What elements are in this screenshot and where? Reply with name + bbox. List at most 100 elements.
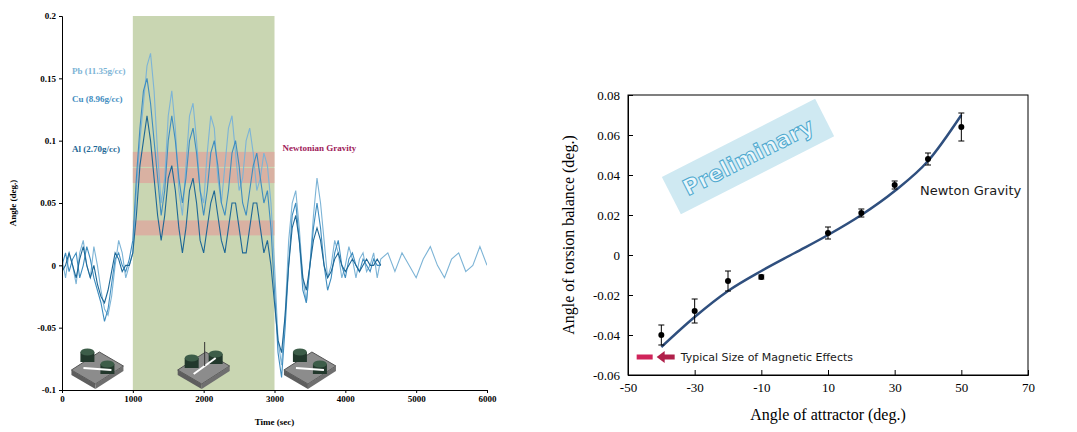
y-axis-title: Angle of torsion balance (deg.) — [560, 135, 578, 334]
icon-side — [284, 370, 308, 389]
x-axis: -50-30-1010305070 — [620, 370, 1035, 395]
error-bar-cap — [892, 189, 898, 190]
tick-label: -30 — [686, 380, 703, 395]
tick-label: -10 — [753, 380, 770, 395]
error-bar — [925, 153, 931, 165]
error-bar-cap — [858, 217, 864, 218]
error-bar-cap — [925, 153, 931, 154]
error-bar — [825, 227, 831, 239]
annotation: Typical Size of Magnetic Effects — [680, 351, 854, 364]
tick-mark — [275, 390, 276, 393]
tick: -0.04 — [593, 328, 633, 343]
tick-mark — [204, 390, 205, 393]
magnetic-marker — [637, 355, 653, 360]
tick-label: 0 — [60, 394, 65, 404]
tick-mark — [59, 328, 62, 329]
error-bar — [658, 325, 664, 345]
icon-cylinder-top — [313, 361, 327, 368]
error-bar — [892, 181, 898, 189]
tick: 3000 — [266, 390, 285, 404]
axis-line — [629, 96, 634, 376]
data-point — [892, 182, 898, 188]
tick-mark — [59, 141, 62, 142]
tick-label: 0.15 — [40, 74, 56, 84]
error-bar — [958, 113, 964, 141]
plot-frame — [628, 95, 1028, 375]
tick-label: 0.05 — [40, 198, 56, 208]
tick: 6000 — [479, 390, 498, 404]
tick-mark — [628, 295, 633, 296]
tick: 0.05 — [40, 198, 62, 208]
tick: -0.05 — [37, 323, 62, 333]
error-bar-cap — [892, 181, 898, 182]
tick-mark — [345, 390, 346, 393]
data-point — [958, 124, 964, 130]
tick-mark — [59, 203, 62, 204]
watermark: Preliminary — [662, 99, 834, 215]
data-point — [725, 278, 731, 284]
y-axis-title: Angle (deg.) — [8, 180, 18, 227]
tick-label: 4000 — [337, 394, 356, 404]
axis-line — [629, 370, 1029, 376]
figure: 0100020003000400050006000-0.1-0.0500.050… — [0, 0, 1077, 432]
icon-cylinder-top — [100, 361, 114, 368]
tick: 0.02 — [597, 208, 633, 223]
error-bar-cap — [658, 345, 664, 346]
icons — [71, 342, 336, 389]
tick-mark — [59, 16, 62, 17]
tick-mark — [628, 375, 633, 376]
series-line — [62, 116, 381, 353]
series-line — [661, 115, 961, 347]
data-point — [925, 156, 931, 162]
tick: 0 — [52, 261, 63, 271]
magnetic-arrow — [657, 351, 675, 363]
icon-cylinder-top — [293, 349, 307, 356]
tick-label: -50 — [620, 380, 637, 395]
error-bar-cap — [725, 291, 731, 292]
error-bar — [692, 299, 698, 323]
plot-area — [62, 16, 487, 390]
x-axis-title: Time (sec) — [255, 417, 295, 427]
icon-bar — [296, 368, 324, 370]
tick-label: 0.04 — [597, 168, 620, 183]
tick: 0 — [60, 390, 65, 404]
tick: 0.1 — [45, 136, 62, 146]
tick-label: 3000 — [266, 394, 285, 404]
icon-side — [71, 370, 95, 389]
tick: 10 — [822, 370, 835, 395]
series-label: Newton Gravity — [920, 183, 1022, 198]
left-chart: 0100020003000400050006000-0.1-0.0500.050… — [8, 11, 497, 427]
tick-label: -0.06 — [593, 368, 621, 383]
tick-label: 70 — [1022, 380, 1035, 395]
error-bar-cap — [858, 209, 864, 210]
tick: 5000 — [408, 390, 427, 404]
apparatus-icon — [71, 349, 123, 390]
tick-label: 0 — [614, 248, 621, 263]
tick-label: 30 — [889, 380, 902, 395]
tick-mark — [895, 370, 896, 375]
data-point — [658, 332, 664, 338]
tick-label: 0 — [52, 261, 57, 271]
tick: 2000 — [195, 390, 214, 404]
series-line — [62, 53, 487, 365]
icon-cylinder-top — [80, 349, 94, 356]
icon-fiber — [204, 342, 205, 366]
tick-label: -0.05 — [37, 323, 56, 333]
tick-label: -0.02 — [593, 288, 620, 303]
tick: 70 — [1022, 370, 1035, 395]
error-bar — [858, 209, 864, 217]
tick: 0.15 — [40, 74, 62, 84]
icon-side — [178, 370, 202, 389]
error-bar-cap — [958, 141, 964, 142]
axis-line — [63, 391, 488, 394]
data-point — [825, 230, 831, 236]
icon-bar — [83, 368, 111, 370]
legend-label: Al (2.70g/cc) — [72, 144, 120, 154]
apparatus-icon — [284, 349, 336, 390]
right-chart: Preliminary-50-30-1010305070-0.06-0.04-0… — [560, 88, 1035, 424]
x-axis-title: Angle of attractor (deg.) — [750, 406, 905, 424]
tick: 0.04 — [597, 168, 633, 183]
tick: -30 — [686, 370, 703, 395]
tick-label: 0.2 — [45, 11, 57, 21]
watermark-text: Preliminary — [679, 113, 818, 200]
